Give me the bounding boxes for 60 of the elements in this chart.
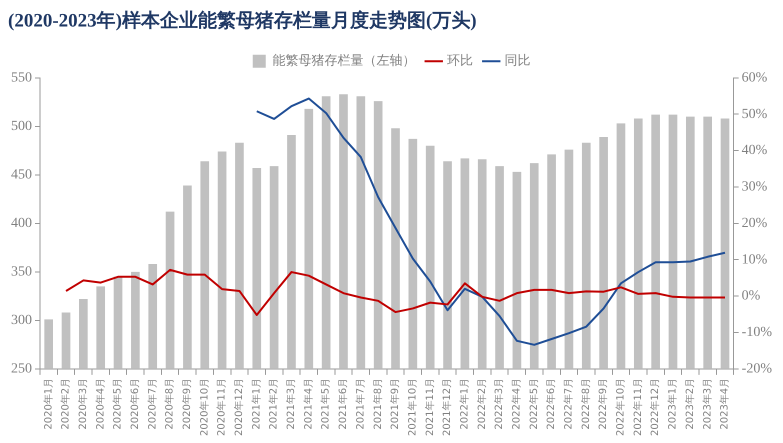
x-tick-label: 2022年4月	[510, 378, 522, 430]
x-tick-label: 2021年5月	[320, 378, 332, 430]
x-tick-label: 2020年4月	[94, 378, 106, 430]
x-tick-label: 2021年12月	[441, 378, 454, 436]
x-tick-label: 2021年4月	[302, 378, 314, 430]
x-tick-label: 2020年7月	[146, 378, 158, 430]
x-tick-label: 2022年2月	[476, 378, 488, 430]
y2-tick-label: 30%	[742, 180, 768, 195]
x-tick-label: 2023年4月	[718, 378, 731, 430]
y2-tick-label: 60%	[742, 70, 768, 86]
x-tick-label: 2021年7月	[354, 378, 366, 430]
y2-tick-label: 0%	[742, 288, 761, 304]
x-tick-label: 2023年3月	[701, 378, 714, 430]
x-tick-label: 2022年12月	[649, 378, 662, 436]
y-tick-label: 300	[11, 312, 32, 328]
x-tick-label: 2020年10月	[198, 378, 210, 436]
y2-tick-label: 20%	[742, 216, 768, 231]
x-tick-label: 2021年10月	[406, 378, 418, 436]
x-tick-label: 2021年11月	[424, 378, 436, 436]
x-tick-label: 2022年3月	[493, 378, 506, 430]
x-tick-label: 2022年11月	[632, 378, 644, 436]
x-tick-label: 2021年3月	[285, 378, 298, 430]
y2-tick-label: 10%	[742, 252, 768, 268]
y2-tick-label: -10%	[742, 325, 772, 340]
x-tick-label: 2022年7月	[562, 378, 575, 430]
y2-tick-label: 50%	[742, 106, 768, 122]
x-tick-label: 2022年9月	[597, 378, 610, 430]
x-tick-label: 2020年6月	[128, 378, 141, 430]
x-tick-label: 2022年1月	[458, 378, 470, 430]
y2-tick-label: 40%	[742, 143, 768, 158]
x-tick-label: 2020年11月	[216, 378, 228, 436]
x-tick-label: 2020年3月	[76, 378, 89, 430]
y-tick-label: 550	[11, 70, 32, 86]
y-tick-label: 450	[11, 167, 32, 182]
y-tick-label: 400	[11, 216, 32, 231]
x-tick-label: 2021年6月	[337, 378, 350, 430]
x-tick-label: 2020年1月	[42, 378, 54, 430]
y2-tick-label: -20%	[742, 362, 772, 376]
x-tick-label: 2021年1月	[250, 378, 262, 430]
chart-title: (2020-2023年)样本企业能繁母猪存栏量月度走势图(万头)	[8, 9, 477, 32]
x-tick-label: 2020年9月	[181, 378, 193, 430]
x-tick-label: 2020年5月	[112, 378, 124, 430]
x-tick-label: 2020年8月	[164, 378, 176, 430]
x-tick-label: 2022年6月	[545, 378, 558, 430]
y-tick-label: 250	[11, 362, 32, 376]
x-tick-label: 2020年2月	[60, 378, 72, 430]
x-tick-label: 2021年2月	[268, 378, 280, 430]
x-tick-label: 2022年8月	[580, 378, 592, 430]
x-tick-label: 2023年1月	[666, 378, 679, 430]
x-tick-label: 2022年10月	[614, 378, 627, 436]
x-tick-label: 2022年5月	[528, 378, 540, 430]
x-tick-label: 2023年2月	[684, 378, 696, 430]
y-tick-label: 500	[11, 118, 32, 134]
legend-label: 环比	[446, 54, 473, 69]
x-tick-label: 2021年9月	[389, 378, 402, 430]
legend-label: 同比	[504, 54, 530, 69]
x-tick-label: 2020年12月	[233, 378, 246, 436]
legend-label: 能繁母猪存栏量（左轴）	[272, 54, 416, 69]
y-tick-label: 350	[11, 264, 32, 280]
x-tick-label: 2021年8月	[372, 378, 384, 430]
